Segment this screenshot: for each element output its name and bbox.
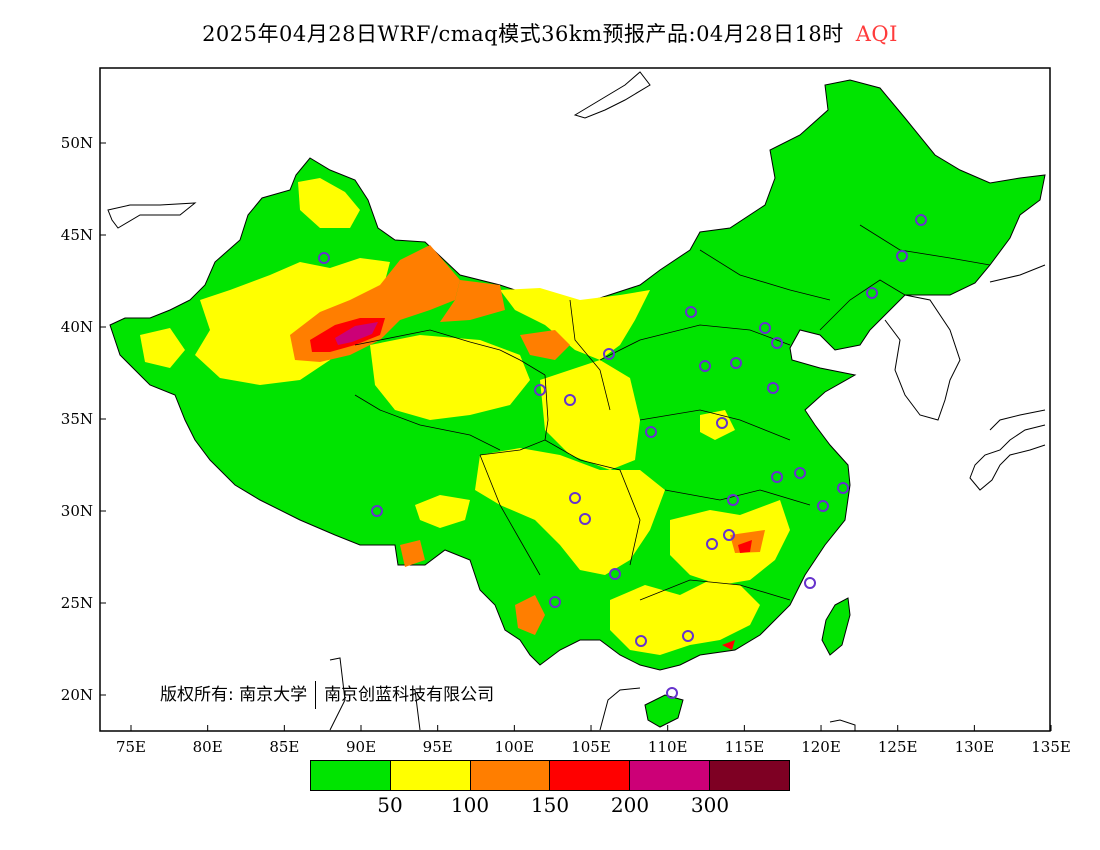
lat-tick-label: 25N [61,594,93,612]
lat-tick-label: 45N [61,226,93,244]
aqi-color-legend [310,760,790,791]
lon-tick-label: 130E [955,738,995,756]
lon-tick-label: 100E [495,738,535,756]
title-variable: AQI [855,22,898,46]
lon-tick-label: 110E [648,738,688,756]
copyright-separator [315,681,317,709]
copyright-prefix: 版权所有: 南京大学 [160,685,308,705]
province-boundaries [354,224,991,601]
map-frame [99,67,1051,732]
map-layers [107,71,1046,731]
lon-tick-label: 95E [423,738,453,756]
lon-tick-label: 115E [725,738,765,756]
legend-swatch [550,761,631,790]
longitude-axis: 75E 80E 85E 90E 95E 100E 105E 110E 115E 120E 125E 1… [116,725,1071,756]
legend-label: 300 [690,793,730,817]
legend-swatch [311,761,391,790]
lon-tick-label: 75E [116,738,146,756]
lat-tick-label: 35N [61,410,93,428]
lat-tick-label: 50N [61,134,93,152]
lat-tick-label: 20N [61,686,93,704]
legend-label: 50 [377,793,403,817]
aqi-moderate-regions [140,178,790,655]
lon-tick-label: 125E [878,738,918,756]
taiwan-island [821,597,851,656]
hainan-island [644,694,684,728]
title-text: 2025年04月28日WRF/cmaq模式36km预报产品:04月28日18时 [202,22,844,46]
legend-label: 100 [450,793,490,817]
aqi-very-unhealthy-region [335,322,378,345]
lon-tick-label: 120E [801,738,841,756]
lat-tick-label: 30N [61,502,93,520]
lon-tick-label: 85E [269,738,299,756]
lon-tick-label: 135E [1031,738,1071,756]
map-title: 2025年04月28日WRF/cmaq模式36km预报产品:04月28日18时 A… [0,18,1100,48]
legend-swatch [390,761,471,790]
lon-tick-label: 90E [346,738,376,756]
legend-swatch [630,761,711,790]
legend-label: 200 [610,793,650,817]
legend-swatch [470,761,551,790]
legend-label: 150 [530,793,570,817]
copyright-org: 南京创蓝科技有限公司 [324,685,495,705]
lat-tick-label: 40N [61,318,93,336]
copyright-notice: 版权所有: 南京大学 南京创蓝科技有限公司 [160,680,494,709]
lon-tick-label: 105E [571,738,611,756]
lon-tick-label: 80E [193,738,223,756]
station-markers [318,214,927,699]
coastlines [107,71,1046,731]
latitude-axis: 20N 25N 30N 35N 40N 45N 50N [61,134,106,704]
legend-swatch [710,761,789,790]
